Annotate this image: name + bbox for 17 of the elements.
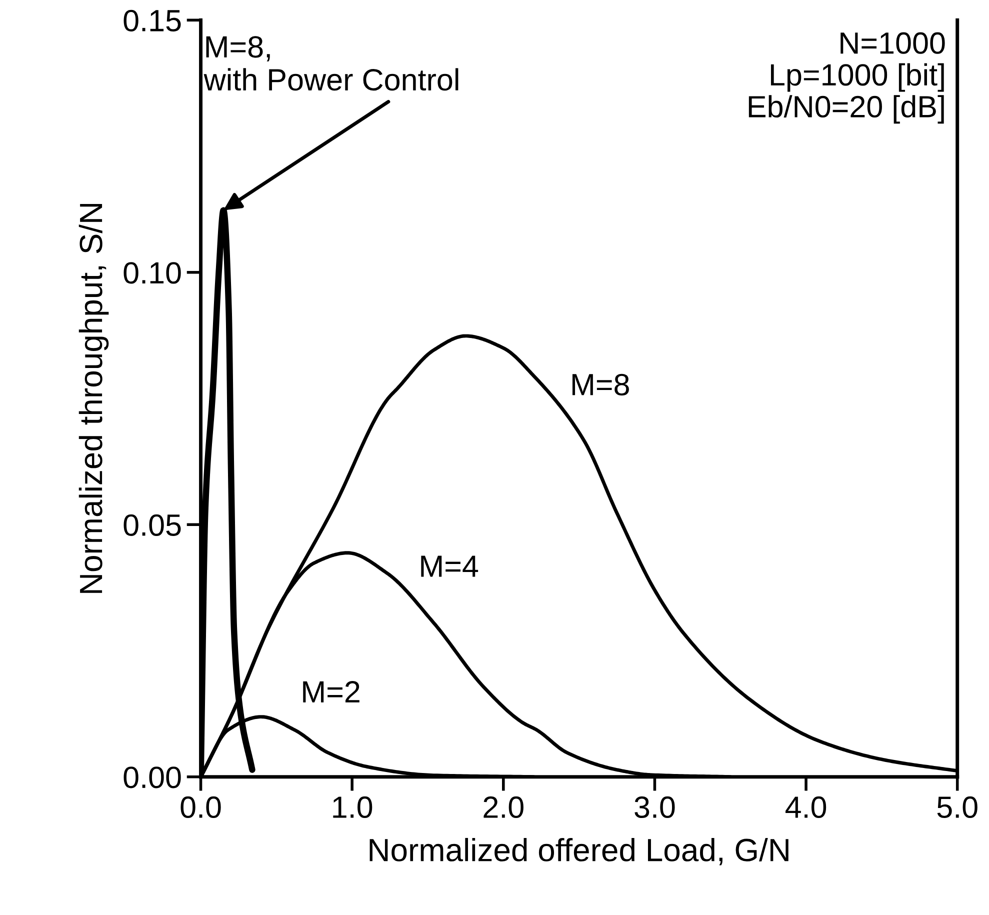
- x-tick-label: 1.0: [333, 796, 372, 818]
- y-tick-label: 0.05: [124, 514, 181, 536]
- series-label: M=4: [421, 556, 478, 577]
- x-tick-label: 5.0: [937, 796, 978, 818]
- y-tick-label: 0.00: [124, 766, 181, 788]
- y-tick-label: 0.10: [124, 262, 181, 284]
- y-axis-title: Normalized throughput, S/N: [78, 204, 109, 593]
- series-label: M=8: [572, 374, 629, 396]
- x-axis-title: Normalized offered Load, G/N: [370, 838, 788, 866]
- annotation: N=1000 Lp=1000 [bit] Eb/N0=20 [dB]: [748, 32, 945, 124]
- x-tick-label: 0.0: [180, 796, 221, 818]
- x-tick-label: 4.0: [786, 796, 826, 818]
- annotation: M=8, with Power Control: [204, 36, 458, 91]
- x-tick-label: 2.0: [484, 796, 524, 818]
- series-label: M=2: [303, 681, 360, 702]
- y-tick-label: 0.15: [124, 10, 181, 32]
- x-tick-label: 3.0: [634, 796, 675, 818]
